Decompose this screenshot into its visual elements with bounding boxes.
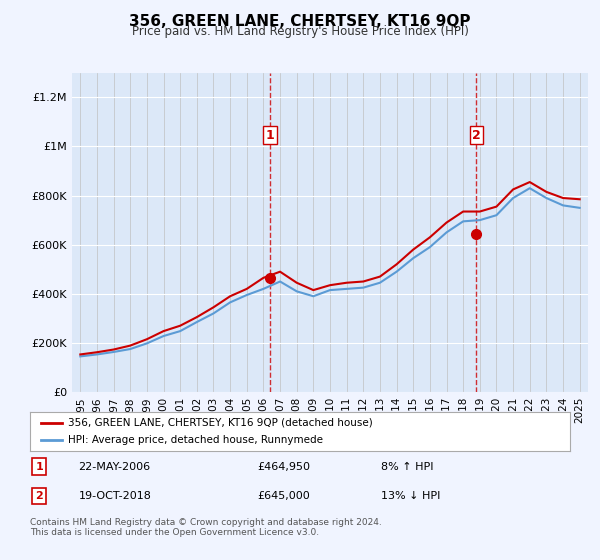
Text: 2: 2	[35, 491, 43, 501]
Text: £645,000: £645,000	[257, 491, 310, 501]
Text: Contains HM Land Registry data © Crown copyright and database right 2024.
This d: Contains HM Land Registry data © Crown c…	[30, 518, 382, 538]
Text: 19-OCT-2018: 19-OCT-2018	[79, 491, 151, 501]
Text: 22-MAY-2006: 22-MAY-2006	[79, 461, 151, 472]
Text: £464,950: £464,950	[257, 461, 310, 472]
Text: Price paid vs. HM Land Registry's House Price Index (HPI): Price paid vs. HM Land Registry's House …	[131, 25, 469, 38]
Text: 1: 1	[35, 461, 43, 472]
Text: 356, GREEN LANE, CHERTSEY, KT16 9QP (detached house): 356, GREEN LANE, CHERTSEY, KT16 9QP (det…	[68, 418, 373, 428]
Text: 13% ↓ HPI: 13% ↓ HPI	[381, 491, 440, 501]
Text: 8% ↑ HPI: 8% ↑ HPI	[381, 461, 433, 472]
Text: 1: 1	[266, 129, 274, 142]
Text: 356, GREEN LANE, CHERTSEY, KT16 9QP: 356, GREEN LANE, CHERTSEY, KT16 9QP	[129, 14, 471, 29]
Text: 2: 2	[472, 129, 481, 142]
Text: HPI: Average price, detached house, Runnymede: HPI: Average price, detached house, Runn…	[68, 435, 323, 445]
